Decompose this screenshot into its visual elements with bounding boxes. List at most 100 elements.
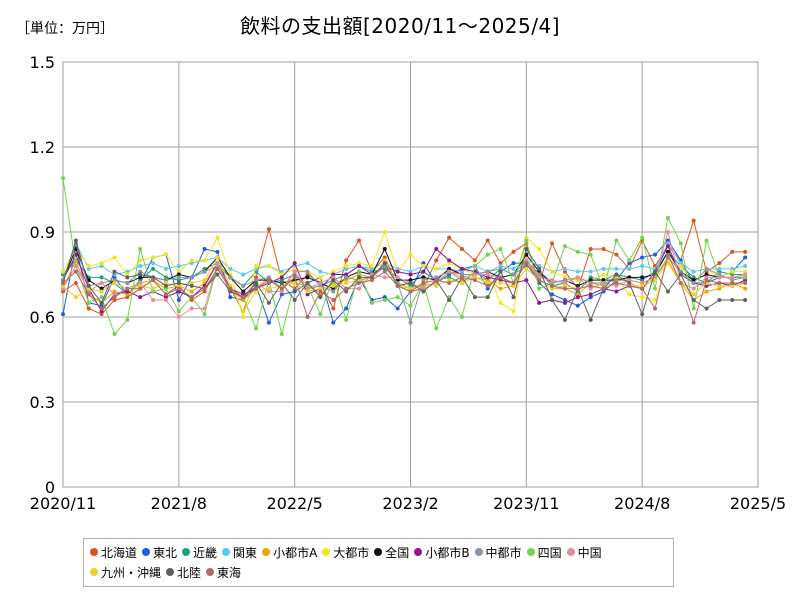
legend-marker [526,548,535,556]
legend-item: 東北 [142,544,177,561]
chart-title: 飲料の支出額[2020/11～2025/4] [239,14,561,38]
data-point [730,281,735,285]
data-point [228,266,233,271]
data-point [575,269,580,274]
legend-item: 大都市 [322,544,369,561]
legend-label: 全国 [385,545,410,560]
data-point [550,278,555,283]
data-point [627,283,632,288]
data-point [369,278,374,283]
data-point [292,269,297,274]
data-point [575,249,580,254]
series-line [62,231,746,318]
data-point [459,272,464,277]
data-point [485,269,490,274]
data-point [537,278,542,283]
data-point [382,230,387,234]
data-point [665,249,670,254]
x-tick-label: 2020/11 [30,494,96,513]
data-point [86,264,91,268]
data-point [511,261,516,266]
data-point [704,266,709,271]
legend-marker [322,548,331,556]
data-point [344,317,349,322]
data-point [254,289,259,294]
data-point [163,283,168,288]
data-point [498,300,503,305]
data-point [357,286,362,291]
data-point [498,266,503,271]
data-point [241,315,246,319]
data-point [99,286,104,291]
data-point [640,275,645,280]
data-point [292,289,297,294]
data-point [382,275,387,280]
data-point [537,286,542,291]
data-point [640,286,645,291]
data-point [665,244,670,249]
data-point [640,264,645,268]
data-point [395,283,400,288]
data-point [344,264,349,268]
data-point [653,286,658,291]
data-point [99,275,104,280]
data-point [99,261,104,266]
data-point [498,264,503,268]
data-point [575,286,580,291]
data-point [151,261,156,266]
data-point [640,278,645,283]
legend-item: 北陸 [166,564,201,581]
data-point [176,278,181,283]
legend-label: 中国 [577,545,602,560]
data-point [434,275,439,280]
x-tick-label: 2025/5 [730,494,786,513]
data-point [408,289,413,294]
data-point [73,252,78,257]
data-point [704,272,709,277]
data-point [704,275,709,280]
data-point [254,264,259,268]
data-point [163,298,168,302]
data-point [331,298,336,302]
legend-marker [262,548,271,556]
data-point [176,272,181,277]
data-point [369,264,374,268]
y-tick-label: 0.3 [30,393,55,412]
data-point [627,266,632,271]
data-point [369,266,374,271]
data-point [125,275,130,280]
data-point [434,278,439,283]
data-point [511,295,516,300]
data-point [305,292,310,297]
data-point [176,289,181,294]
data-point [112,278,117,283]
data-point [730,283,735,288]
data-point [125,281,130,285]
data-point [472,272,477,277]
data-point [434,247,439,251]
data-point [691,275,696,280]
data-point [575,292,580,297]
data-point [151,255,156,260]
data-point [151,278,156,283]
data-point [459,247,464,251]
data-point [176,269,181,274]
data-point [163,292,168,297]
data-point [112,289,117,294]
data-point [588,275,593,280]
data-point [704,289,709,294]
legend-marker [474,548,483,556]
data-point [678,281,683,285]
data-point [511,309,516,314]
data-point [163,286,168,291]
data-point [717,261,722,266]
data-point [279,278,284,283]
data-point [99,300,104,305]
legend-marker [90,548,98,556]
data-point [575,303,580,308]
data-point [138,264,143,268]
x-tick-label: 2022/5 [267,494,323,513]
data-point [99,295,104,300]
data-point [730,269,735,274]
data-point [653,252,658,257]
